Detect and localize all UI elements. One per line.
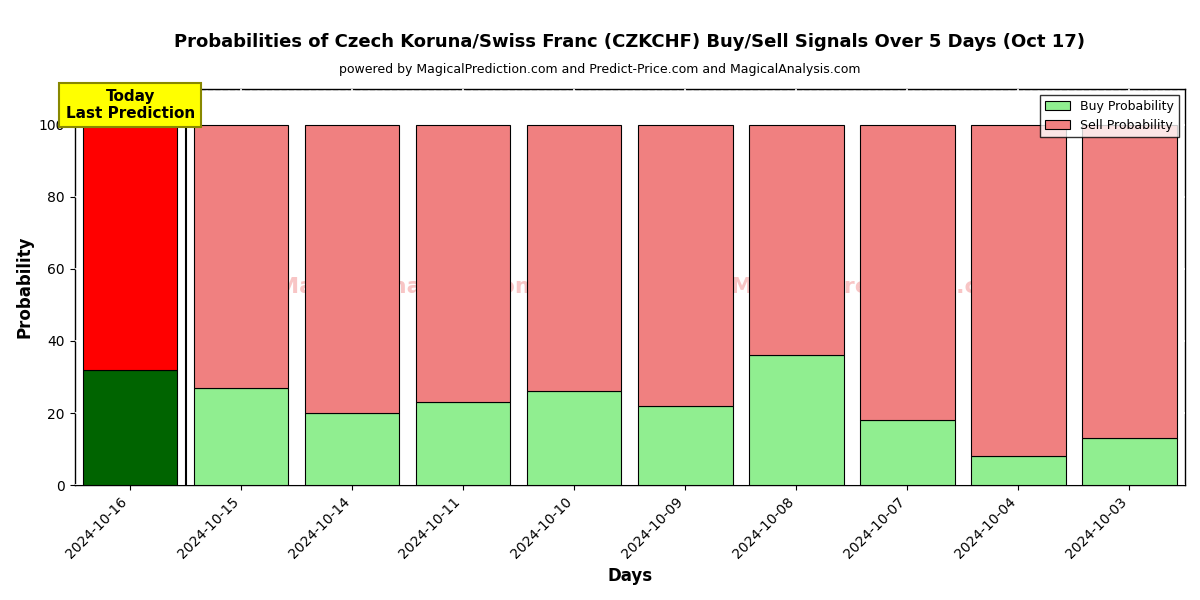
Bar xyxy=(860,420,955,485)
Bar xyxy=(83,370,178,485)
Bar xyxy=(638,406,732,485)
Bar xyxy=(416,402,510,485)
Text: MagicalAnalysis.com: MagicalAnalysis.com xyxy=(277,277,539,297)
Bar xyxy=(638,125,732,406)
Bar xyxy=(305,413,400,485)
Bar xyxy=(194,125,288,388)
Bar xyxy=(83,125,178,370)
Bar xyxy=(749,125,844,355)
Bar xyxy=(749,355,844,485)
Text: powered by MagicalPrediction.com and Predict-Price.com and MagicalAnalysis.com: powered by MagicalPrediction.com and Pre… xyxy=(340,63,860,76)
Legend: Buy Probability, Sell Probability: Buy Probability, Sell Probability xyxy=(1040,95,1178,137)
Bar xyxy=(194,388,288,485)
Bar xyxy=(527,391,622,485)
Bar xyxy=(1082,439,1177,485)
Bar xyxy=(1082,125,1177,439)
Bar xyxy=(416,125,510,402)
Text: Today
Last Prediction: Today Last Prediction xyxy=(66,89,194,121)
Title: Probabilities of Czech Koruna/Swiss Franc (CZKCHF) Buy/Sell Signals Over 5 Days : Probabilities of Czech Koruna/Swiss Fran… xyxy=(174,33,1085,51)
Bar xyxy=(971,125,1066,457)
Bar xyxy=(305,125,400,413)
Y-axis label: Probability: Probability xyxy=(16,236,34,338)
Text: MagicalPrediction.com: MagicalPrediction.com xyxy=(732,277,1016,297)
X-axis label: Days: Days xyxy=(607,567,653,585)
Bar xyxy=(860,125,955,420)
Bar xyxy=(527,125,622,391)
Bar xyxy=(971,457,1066,485)
